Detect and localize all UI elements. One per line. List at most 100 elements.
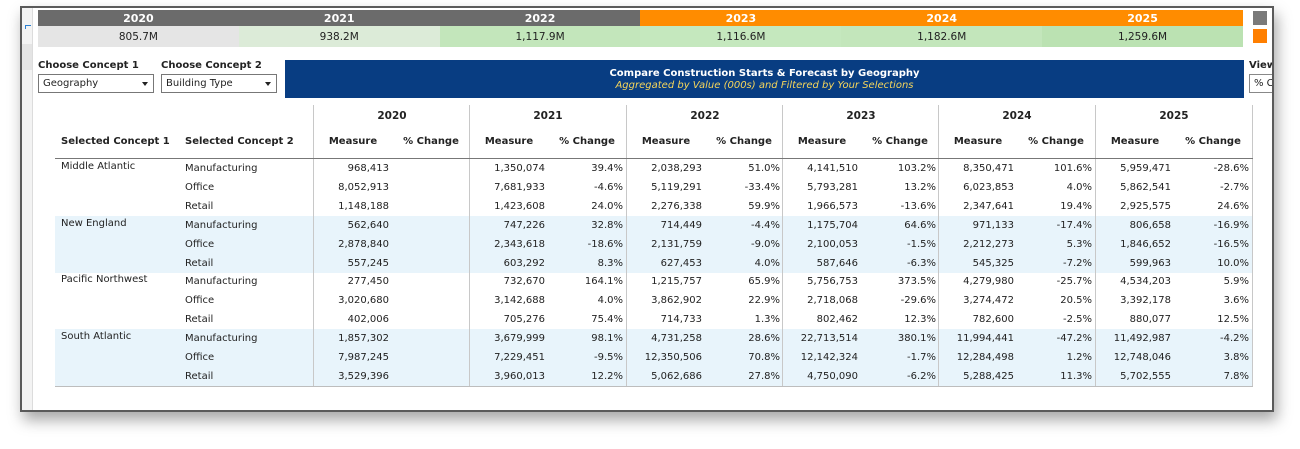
measure-cell: 1,175,704: [807, 219, 858, 231]
year-column-header[interactable]: 2024: [1002, 110, 1032, 122]
measure-cell: 3,274,472: [963, 295, 1014, 307]
building-type-cell: Office: [185, 352, 215, 363]
actual-legend-swatch: [1253, 11, 1267, 25]
building-type-cell: Manufacturing: [185, 219, 258, 231]
concept1-dropdown[interactable]: Geography: [38, 74, 154, 93]
pct-change-cell: 11.3%: [1060, 370, 1092, 382]
measure-cell: 1,857,302: [338, 333, 389, 345]
pct-change-header[interactable]: % Change: [716, 135, 772, 147]
pct-change-cell: 28.6%: [748, 333, 780, 345]
table-row[interactable]: Pacific Northwest Manufacturing 277,450 732…: [55, 272, 1253, 291]
measure-cell: 6,023,853: [963, 181, 1014, 193]
measure-cell: 3,862,902: [651, 295, 702, 307]
banner-title: Compare Construction Starts & Forecast b…: [609, 67, 920, 79]
measure-cell: 7,681,933: [494, 181, 545, 193]
header-divider: [55, 158, 1253, 159]
year-column-header[interactable]: 2022: [690, 110, 720, 122]
measure-cell: 2,131,759: [651, 238, 702, 250]
pct-change-header[interactable]: % Change: [1185, 135, 1241, 147]
measure-cell: 7,229,451: [494, 352, 545, 363]
row-header-concept2[interactable]: Selected Concept 2: [185, 135, 294, 147]
measure-cell: 12,284,498: [956, 352, 1014, 363]
table-row[interactable]: Office 8,052,913 7,681,933 -4.6% 5,119,291 -3…: [55, 178, 1253, 197]
pct-change-cell: 10.0%: [1217, 257, 1249, 269]
year-header-2021[interactable]: 2021: [238, 10, 440, 26]
year-total-2024[interactable]: 1,182.6M: [841, 26, 1043, 47]
pct-change-cell: [392, 348, 467, 367]
table-row[interactable]: South Atlantic Manufacturing 1,857,302 3,67…: [55, 329, 1253, 349]
table-row[interactable]: Office 7,987,245 7,229,451 -9.5% 12,350,506 7…: [55, 348, 1253, 367]
pct-change-header[interactable]: % Change: [559, 135, 615, 147]
measure-header[interactable]: Measure: [328, 135, 378, 147]
pct-change-header[interactable]: % Change: [403, 135, 459, 147]
measure-cell: 4,279,980: [963, 276, 1014, 288]
year-column-header[interactable]: 2020: [377, 110, 407, 122]
measure-cell: 2,878,840: [338, 238, 389, 250]
pct-change-cell: [392, 197, 467, 216]
measure-header[interactable]: Measure: [797, 135, 847, 147]
table-row[interactable]: New England Manufacturing 562,640 747,226 32…: [55, 215, 1253, 235]
table-row[interactable]: Office 3,020,680 3,142,688 4.0% 3,862,902 22.…: [55, 291, 1253, 310]
building-type-cell: Retail: [185, 370, 214, 382]
concept2-control: Choose Concept 2 Building Type: [161, 60, 277, 93]
year-total-2023[interactable]: 1,116.6M: [640, 26, 842, 47]
year-column-header[interactable]: 2021: [533, 110, 563, 122]
chevron-down-icon: [265, 81, 271, 86]
table-row[interactable]: Retail 1,148,188 1,423,608 24.0% 2,276,338 59…: [55, 197, 1253, 216]
table-row[interactable]: Office 2,878,840 2,343,618 -18.6% 2,131,759 -…: [55, 234, 1253, 254]
measure-cell: 5,959,471: [1120, 163, 1171, 174]
measure-cell: 402,006: [347, 314, 389, 326]
measure-header[interactable]: Measure: [484, 135, 534, 147]
measure-cell: 22,713,514: [800, 333, 858, 345]
measure-header[interactable]: Measure: [1110, 135, 1160, 147]
measure-cell: 599,963: [1129, 257, 1171, 269]
view-label: View: [1249, 60, 1274, 71]
year-header-2024[interactable]: 2024: [841, 10, 1043, 26]
left-panel-block: [22, 44, 32, 70]
measure-cell: 2,925,575: [1120, 200, 1171, 212]
measure-header[interactable]: Measure: [641, 135, 691, 147]
year-header-2023[interactable]: 2023: [640, 10, 842, 26]
year-total-2022[interactable]: 1,117.9M: [439, 26, 641, 47]
view-dropdown[interactable]: % C: [1249, 74, 1272, 93]
measure-cell: 705,276: [503, 314, 545, 326]
measure-cell: 2,718,068: [807, 295, 858, 307]
pct-change-cell: -47.2%: [1056, 333, 1092, 345]
concept2-dropdown[interactable]: Building Type: [161, 74, 277, 93]
measure-cell: 1,148,188: [338, 200, 389, 212]
pct-change-header[interactable]: % Change: [872, 135, 928, 147]
pct-change-cell: 101.6%: [1053, 163, 1092, 174]
pct-change-cell: -7.2%: [1062, 257, 1092, 269]
year-header-2022[interactable]: 2022: [439, 10, 641, 26]
year-total-2025[interactable]: 1,259.6M: [1042, 26, 1243, 47]
year-total-2021[interactable]: 938.2M: [238, 26, 440, 47]
pct-change-cell: 65.9%: [748, 276, 780, 288]
measure-cell: 7,987,245: [338, 352, 389, 363]
table-row[interactable]: Retail 3,529,396 3,960,013 12.2% 5,062,686 27…: [55, 366, 1253, 386]
table-row[interactable]: Retail 557,245 603,292 8.3% 627,453 4.0% 587,6…: [55, 253, 1253, 273]
year-header-2025[interactable]: 2025: [1042, 10, 1243, 26]
measure-cell: 11,994,441: [956, 333, 1014, 345]
measure-cell: 277,450: [347, 276, 389, 288]
measure-cell: 782,600: [972, 314, 1014, 326]
year-total-2020[interactable]: 805.7M: [38, 26, 239, 47]
measure-cell: 12,142,324: [800, 352, 858, 363]
year-header-2020[interactable]: 2020: [38, 10, 239, 26]
pct-change-cell: [392, 235, 467, 254]
table-row[interactable]: Middle Atlantic Manufacturing 968,413 1,350…: [55, 159, 1253, 178]
column-divider: [938, 105, 939, 386]
measure-cell: 2,276,338: [651, 200, 702, 212]
measure-header[interactable]: Measure: [953, 135, 1003, 147]
pct-change-cell: -33.4%: [744, 181, 780, 193]
measure-cell: 4,750,090: [807, 370, 858, 382]
region-cell: Pacific Northwest: [61, 274, 148, 286]
year-column-header[interactable]: 2023: [846, 110, 876, 122]
measure-cell: 968,413: [347, 163, 389, 174]
year-column-header[interactable]: 2025: [1159, 110, 1189, 122]
pct-change-header[interactable]: % Change: [1028, 135, 1084, 147]
table-row[interactable]: Retail 402,006 705,276 75.4% 714,733 1.3% 802,…: [55, 310, 1253, 329]
measure-cell: 8,350,471: [963, 163, 1014, 174]
row-header-concept1[interactable]: Selected Concept 1: [61, 135, 170, 147]
pct-change-cell: 64.6%: [904, 219, 936, 231]
pct-change-cell: -25.7%: [1056, 276, 1092, 288]
